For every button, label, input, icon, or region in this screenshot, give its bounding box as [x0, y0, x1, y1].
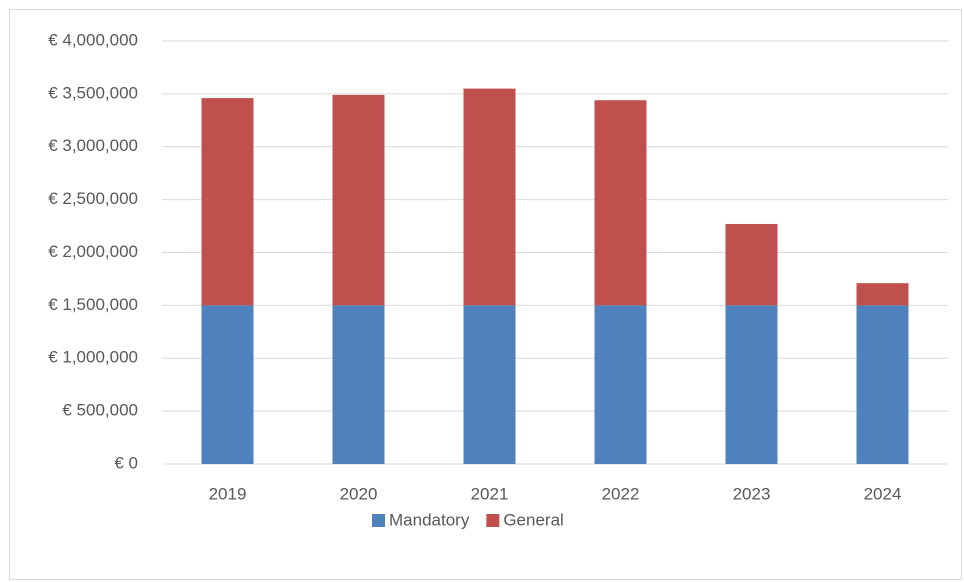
y-tick-label: € 3,500,000	[48, 83, 138, 102]
x-tick-label: 2022	[602, 484, 640, 503]
y-tick-label: € 3,000,000	[48, 136, 138, 155]
y-tick-label: € 0	[114, 453, 138, 472]
bar-segment	[332, 305, 385, 464]
bar-segment	[594, 305, 647, 464]
bar-segment	[725, 305, 778, 464]
bar-segment	[725, 223, 778, 306]
x-tick-label: 2020	[340, 484, 378, 503]
y-tick-label: € 4,000,000	[48, 30, 138, 49]
y-tick-label: € 1,000,000	[48, 348, 138, 367]
bar-segment	[856, 283, 909, 306]
y-tick-label: € 1,500,000	[48, 295, 138, 314]
bar-segment	[856, 305, 909, 464]
bar-segment	[463, 305, 516, 464]
y-tick-label: € 2,000,000	[48, 242, 138, 261]
bar-segment	[201, 305, 254, 464]
bar-segment	[594, 100, 647, 306]
bar-segment	[201, 98, 254, 306]
legend-swatch	[486, 514, 500, 527]
bar-segment	[463, 88, 516, 306]
x-tick-label: 2023	[733, 484, 771, 503]
y-tick-label: € 2,500,000	[48, 189, 138, 208]
legend-swatch	[372, 514, 385, 527]
bar-segment	[332, 94, 385, 306]
legend-label: Mandatory	[389, 510, 470, 529]
legend-label: General	[503, 510, 563, 529]
x-tick-label: 2021	[471, 484, 509, 503]
x-tick-label: 2019	[209, 484, 247, 503]
x-tick-label: 2024	[864, 484, 902, 503]
y-tick-label: € 500,000	[62, 401, 138, 420]
